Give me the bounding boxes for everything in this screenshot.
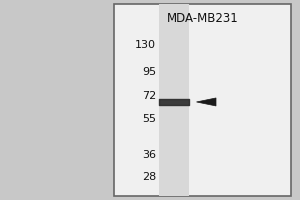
Text: MDA-MB231: MDA-MB231 bbox=[167, 12, 239, 25]
Bar bbox=[114, 4, 291, 196]
Text: 28: 28 bbox=[142, 172, 156, 182]
Text: 72: 72 bbox=[142, 91, 156, 101]
Bar bbox=[159, 4, 189, 196]
Text: 55: 55 bbox=[142, 114, 156, 124]
Text: 95: 95 bbox=[142, 67, 156, 77]
Polygon shape bbox=[196, 98, 216, 106]
Text: 130: 130 bbox=[135, 40, 156, 50]
Text: 36: 36 bbox=[142, 150, 156, 160]
